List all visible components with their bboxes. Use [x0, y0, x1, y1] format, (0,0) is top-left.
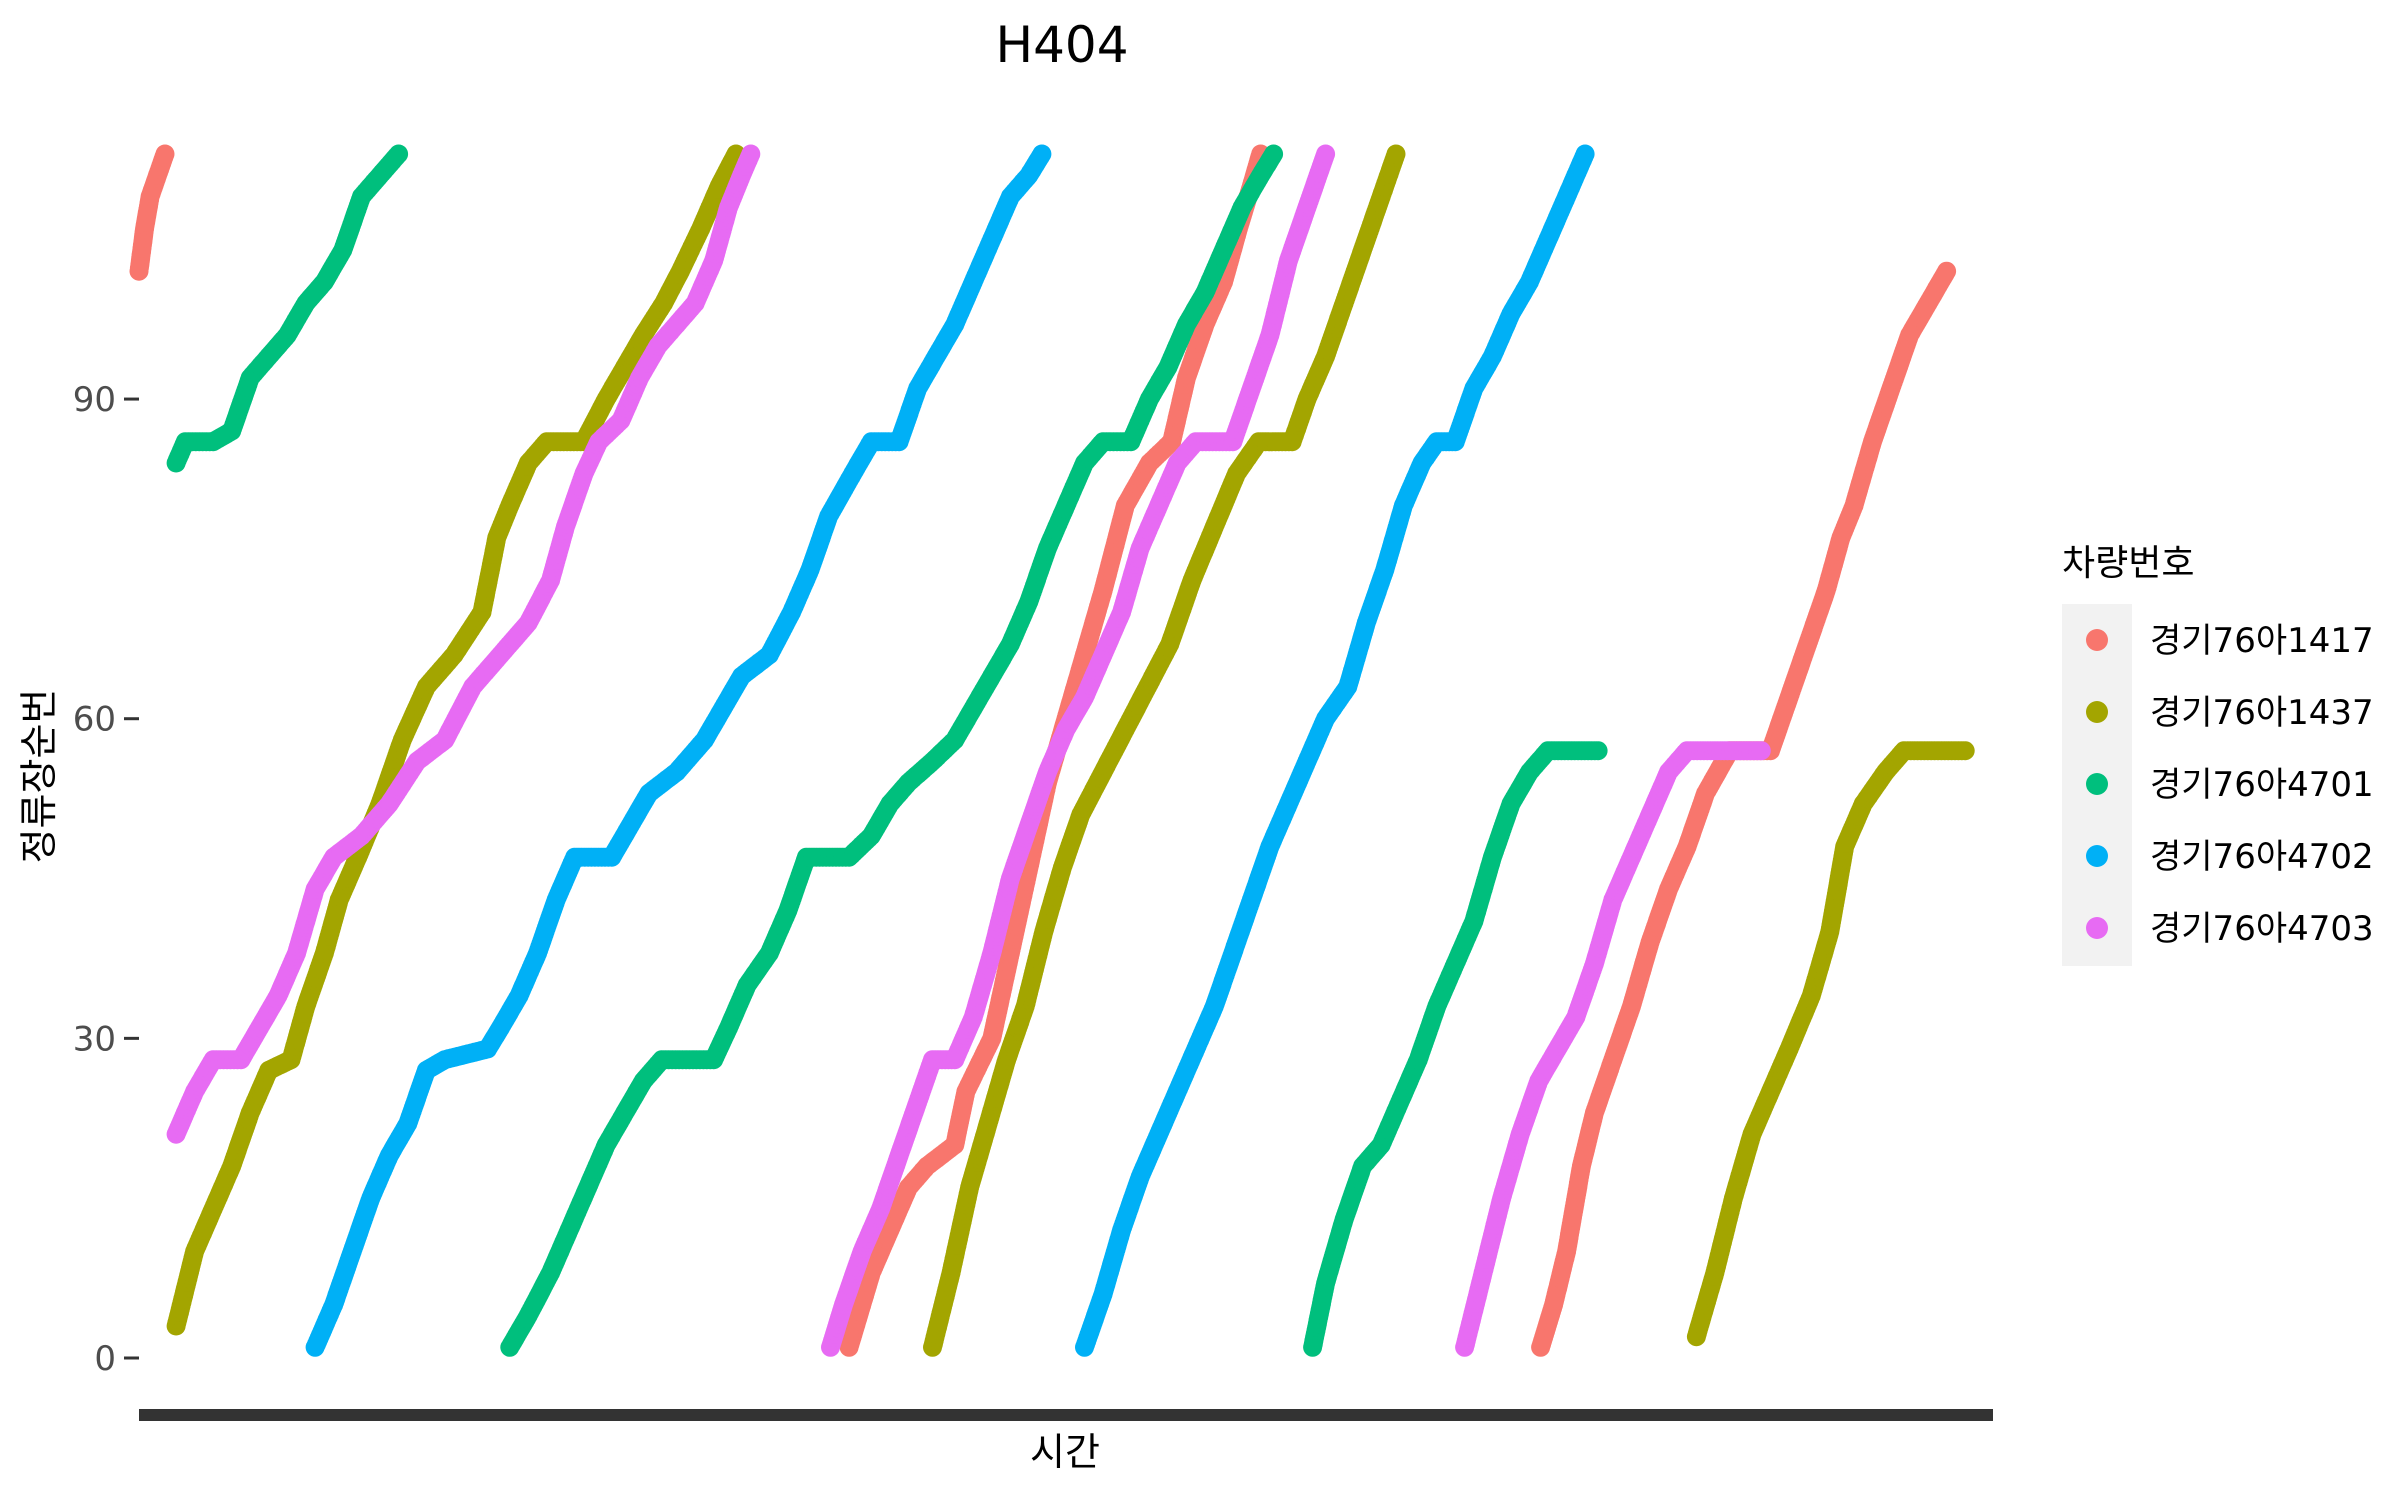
legend-key-5: [2086, 917, 2108, 939]
x-axis-label: 시간: [1030, 1430, 1100, 1474]
y-tick-label: 90: [73, 380, 116, 420]
legend-key-4: [2086, 845, 2108, 867]
data-point: [1751, 741, 1771, 761]
legend-label-2: 경기76아1437: [2150, 693, 2374, 733]
legend-label-4: 경기76아4702: [2150, 837, 2374, 877]
legend-key-2: [2086, 701, 2108, 723]
y-axis-label: 정류장순번: [17, 689, 61, 864]
legend-title: 차량번호: [2062, 543, 2194, 584]
data-point: [1937, 261, 1957, 281]
data-point: [1264, 144, 1284, 164]
data-point: [1386, 144, 1406, 164]
data-point: [1032, 144, 1052, 164]
legend-label-1: 경기76아1417: [2150, 621, 2374, 661]
y-tick-label: 60: [73, 700, 116, 740]
data-point: [389, 144, 409, 164]
y-tick-label: 30: [73, 1019, 116, 1059]
data-point: [1955, 741, 1975, 761]
chart-title: H404: [995, 16, 1128, 74]
data-point: [741, 144, 761, 164]
legend-label-5: 경기76아4703: [2150, 909, 2374, 949]
data-point: [1575, 144, 1595, 164]
data-point: [1316, 144, 1336, 164]
legend-key-3: [2086, 773, 2108, 795]
y-tick-label: 0: [94, 1339, 116, 1379]
data-point: [155, 144, 175, 164]
legend-label-3: 경기76아4701: [2150, 765, 2374, 805]
data-point: [1588, 741, 1608, 761]
series-1: [129, 144, 1957, 1357]
data-points: [129, 144, 1975, 1357]
legend-key-1: [2086, 629, 2108, 651]
